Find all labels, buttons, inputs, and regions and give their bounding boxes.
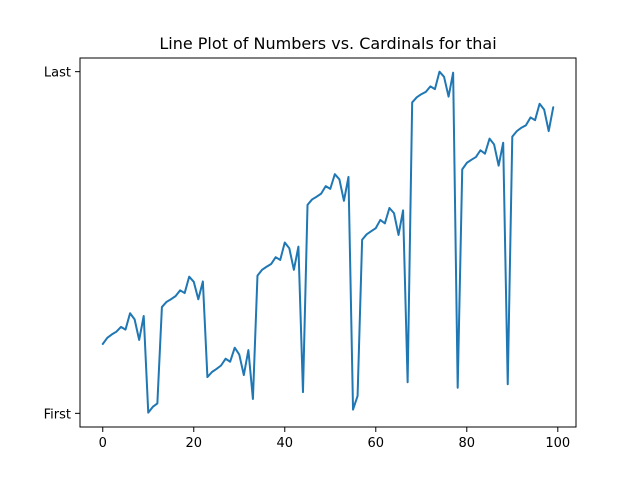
y-tick-label: First xyxy=(44,407,71,422)
x-tick-label: 60 xyxy=(368,436,385,451)
y-axis-ticks: First Last xyxy=(44,66,80,422)
plot-area-frame xyxy=(79,57,577,428)
y-tick-label: Last xyxy=(44,66,71,81)
x-axis-ticks: 0 20 40 60 80 100 xyxy=(99,427,570,451)
series-line xyxy=(101,70,555,414)
x-tick-label: 20 xyxy=(185,436,202,451)
x-tick-label: 100 xyxy=(545,436,570,451)
chart-title: Line Plot of Numbers vs. Cardinals for t… xyxy=(159,34,496,53)
x-tick-label: 0 xyxy=(99,436,107,451)
x-tick-label: 40 xyxy=(276,436,293,451)
x-tick-label: 80 xyxy=(459,436,476,451)
